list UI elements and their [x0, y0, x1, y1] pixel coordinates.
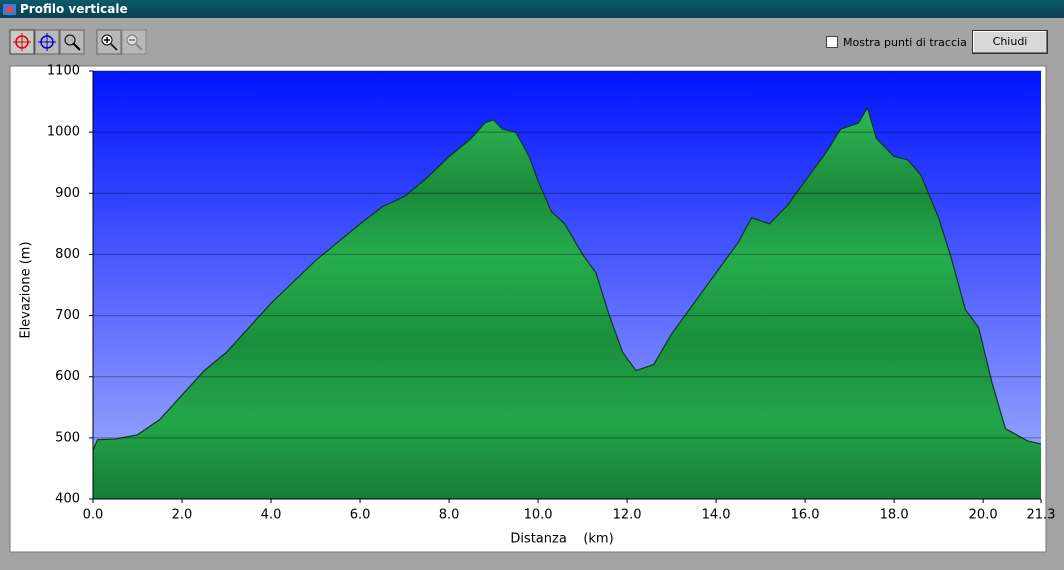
x-tick-label: 10.0 — [524, 508, 553, 523]
y-tick-label: 800 — [55, 247, 80, 262]
x-tick-label: 12.0 — [613, 508, 642, 523]
y-tick-label: 900 — [55, 186, 80, 201]
x-axis-label: Distanza (km) — [510, 532, 613, 547]
toolbar-icons — [9, 29, 147, 55]
y-tick-label: 500 — [55, 430, 80, 445]
x-tick-label: 20.0 — [969, 508, 998, 523]
app-icon — [3, 4, 16, 15]
checkbox[interactable]: Mostra punti di traccia — [826, 36, 967, 49]
y-tick-label: 1100 — [47, 64, 80, 79]
x-tick-label: 21.3 — [1027, 508, 1056, 523]
area-line — [92, 106, 1042, 451]
x-tick-label: 6.0 — [350, 508, 371, 523]
y-tick-label: 400 — [55, 492, 80, 507]
x-tick-label: 14.0 — [702, 508, 731, 523]
x-tick-label: 8.0 — [439, 508, 460, 523]
x-tick-label: 4.0 — [261, 508, 282, 523]
y-axis-label: Elevazione (m) — [19, 241, 34, 338]
window-title: Profilo verticale — [20, 2, 128, 16]
y-tick-label: 700 — [55, 308, 80, 323]
y-tick-label: 1000 — [47, 125, 80, 140]
tool-zoom-box[interactable] — [59, 29, 85, 55]
close-button[interactable]: Chiudi — [972, 30, 1048, 54]
x-tick-label: 16.0 — [791, 508, 820, 523]
y-tick-label: 600 — [55, 369, 80, 384]
x-tick-label: 2.0 — [172, 508, 193, 523]
x-tick-label: 0.0 — [83, 508, 104, 523]
x-tick-label: 18.0 — [880, 508, 909, 523]
area-fill — [93, 107, 1041, 499]
checkbox-label: Mostra punti di traccia — [843, 36, 967, 49]
title-bar: Profilo verticale — [0, 0, 1064, 18]
